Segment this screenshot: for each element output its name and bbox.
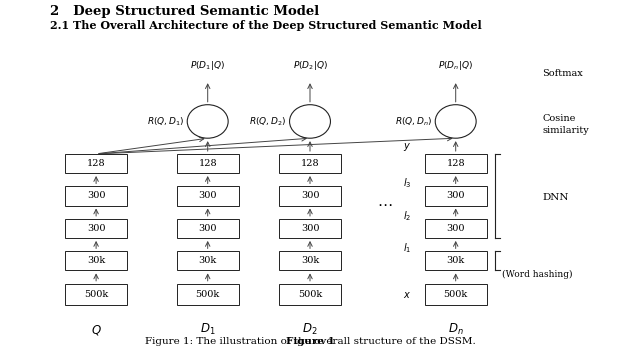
Text: $l_2$: $l_2$ <box>403 209 412 223</box>
Text: 300: 300 <box>87 224 105 233</box>
Text: Figure 1: The illustration of the overall structure of the DSSM.: Figure 1: The illustration of the overal… <box>144 337 476 346</box>
Text: $R(Q,D_2)$: $R(Q,D_2)$ <box>249 115 286 128</box>
Text: 500k: 500k <box>84 290 108 299</box>
Text: 500k: 500k <box>298 290 322 299</box>
Text: Figure 1: Figure 1 <box>286 337 334 346</box>
Bar <box>279 186 341 206</box>
Text: $x$: $x$ <box>403 290 412 299</box>
Text: (Word hashing): (Word hashing) <box>502 269 573 279</box>
Bar <box>425 186 487 206</box>
Text: 128: 128 <box>446 159 465 168</box>
Bar <box>425 251 487 270</box>
Text: $D_n$: $D_n$ <box>448 322 464 337</box>
Bar <box>177 219 239 238</box>
Text: 128: 128 <box>87 159 105 168</box>
Text: 500k: 500k <box>443 290 468 299</box>
Bar <box>177 186 239 206</box>
Text: 128: 128 <box>198 159 217 168</box>
Text: 300: 300 <box>301 192 319 200</box>
Text: $P(D_n|Q)$: $P(D_n|Q)$ <box>438 59 473 72</box>
Bar <box>65 186 127 206</box>
Text: $D_2$: $D_2$ <box>303 322 317 337</box>
Text: $\cdots$: $\cdots$ <box>377 197 392 211</box>
Text: 300: 300 <box>301 224 319 233</box>
Bar <box>425 284 487 305</box>
Text: Softmax: Softmax <box>542 69 583 78</box>
Bar <box>65 251 127 270</box>
Ellipse shape <box>435 105 476 138</box>
Text: $y$: $y$ <box>403 141 412 153</box>
Bar <box>279 284 341 305</box>
Text: 2.1 The Overall Architecture of the Deep Structured Semantic Model: 2.1 The Overall Architecture of the Deep… <box>50 20 481 31</box>
Text: $Q$: $Q$ <box>91 323 102 337</box>
Text: $l_1$: $l_1$ <box>403 241 412 255</box>
Bar <box>279 251 341 270</box>
Text: Cosine: Cosine <box>542 114 576 123</box>
Text: 30k: 30k <box>446 257 465 265</box>
Text: $R(Q,D_1)$: $R(Q,D_1)$ <box>147 115 184 128</box>
Text: 30k: 30k <box>198 257 217 265</box>
Text: $D_1$: $D_1$ <box>200 322 216 337</box>
Bar <box>65 154 127 173</box>
Text: 30k: 30k <box>87 257 105 265</box>
Ellipse shape <box>187 105 228 138</box>
Ellipse shape <box>290 105 330 138</box>
Bar <box>279 154 341 173</box>
Text: 128: 128 <box>301 159 319 168</box>
Text: DNN: DNN <box>542 193 569 202</box>
Bar <box>65 284 127 305</box>
Text: Figure 1: The illustration of the overall structure of the DSSM.: Figure 1: The illustration of the overal… <box>144 337 476 346</box>
Bar <box>177 251 239 270</box>
Bar <box>425 219 487 238</box>
Text: 500k: 500k <box>195 290 220 299</box>
Text: $R(Q,D_n)$: $R(Q,D_n)$ <box>395 115 432 128</box>
Text: $P(D_2|Q)$: $P(D_2|Q)$ <box>293 59 327 72</box>
Text: 2   Deep Structured Semantic Model: 2 Deep Structured Semantic Model <box>50 5 319 18</box>
Bar <box>177 154 239 173</box>
Bar <box>65 219 127 238</box>
Text: similarity: similarity <box>542 126 589 135</box>
Text: 30k: 30k <box>301 257 319 265</box>
Text: 300: 300 <box>446 224 465 233</box>
Text: 300: 300 <box>198 192 217 200</box>
Text: $P(D_1|Q)$: $P(D_1|Q)$ <box>190 59 225 72</box>
Text: 300: 300 <box>198 224 217 233</box>
Text: 300: 300 <box>87 192 105 200</box>
Bar <box>177 284 239 305</box>
Bar <box>279 219 341 238</box>
Text: 300: 300 <box>446 192 465 200</box>
Bar <box>425 154 487 173</box>
Text: $l_3$: $l_3$ <box>403 176 412 190</box>
